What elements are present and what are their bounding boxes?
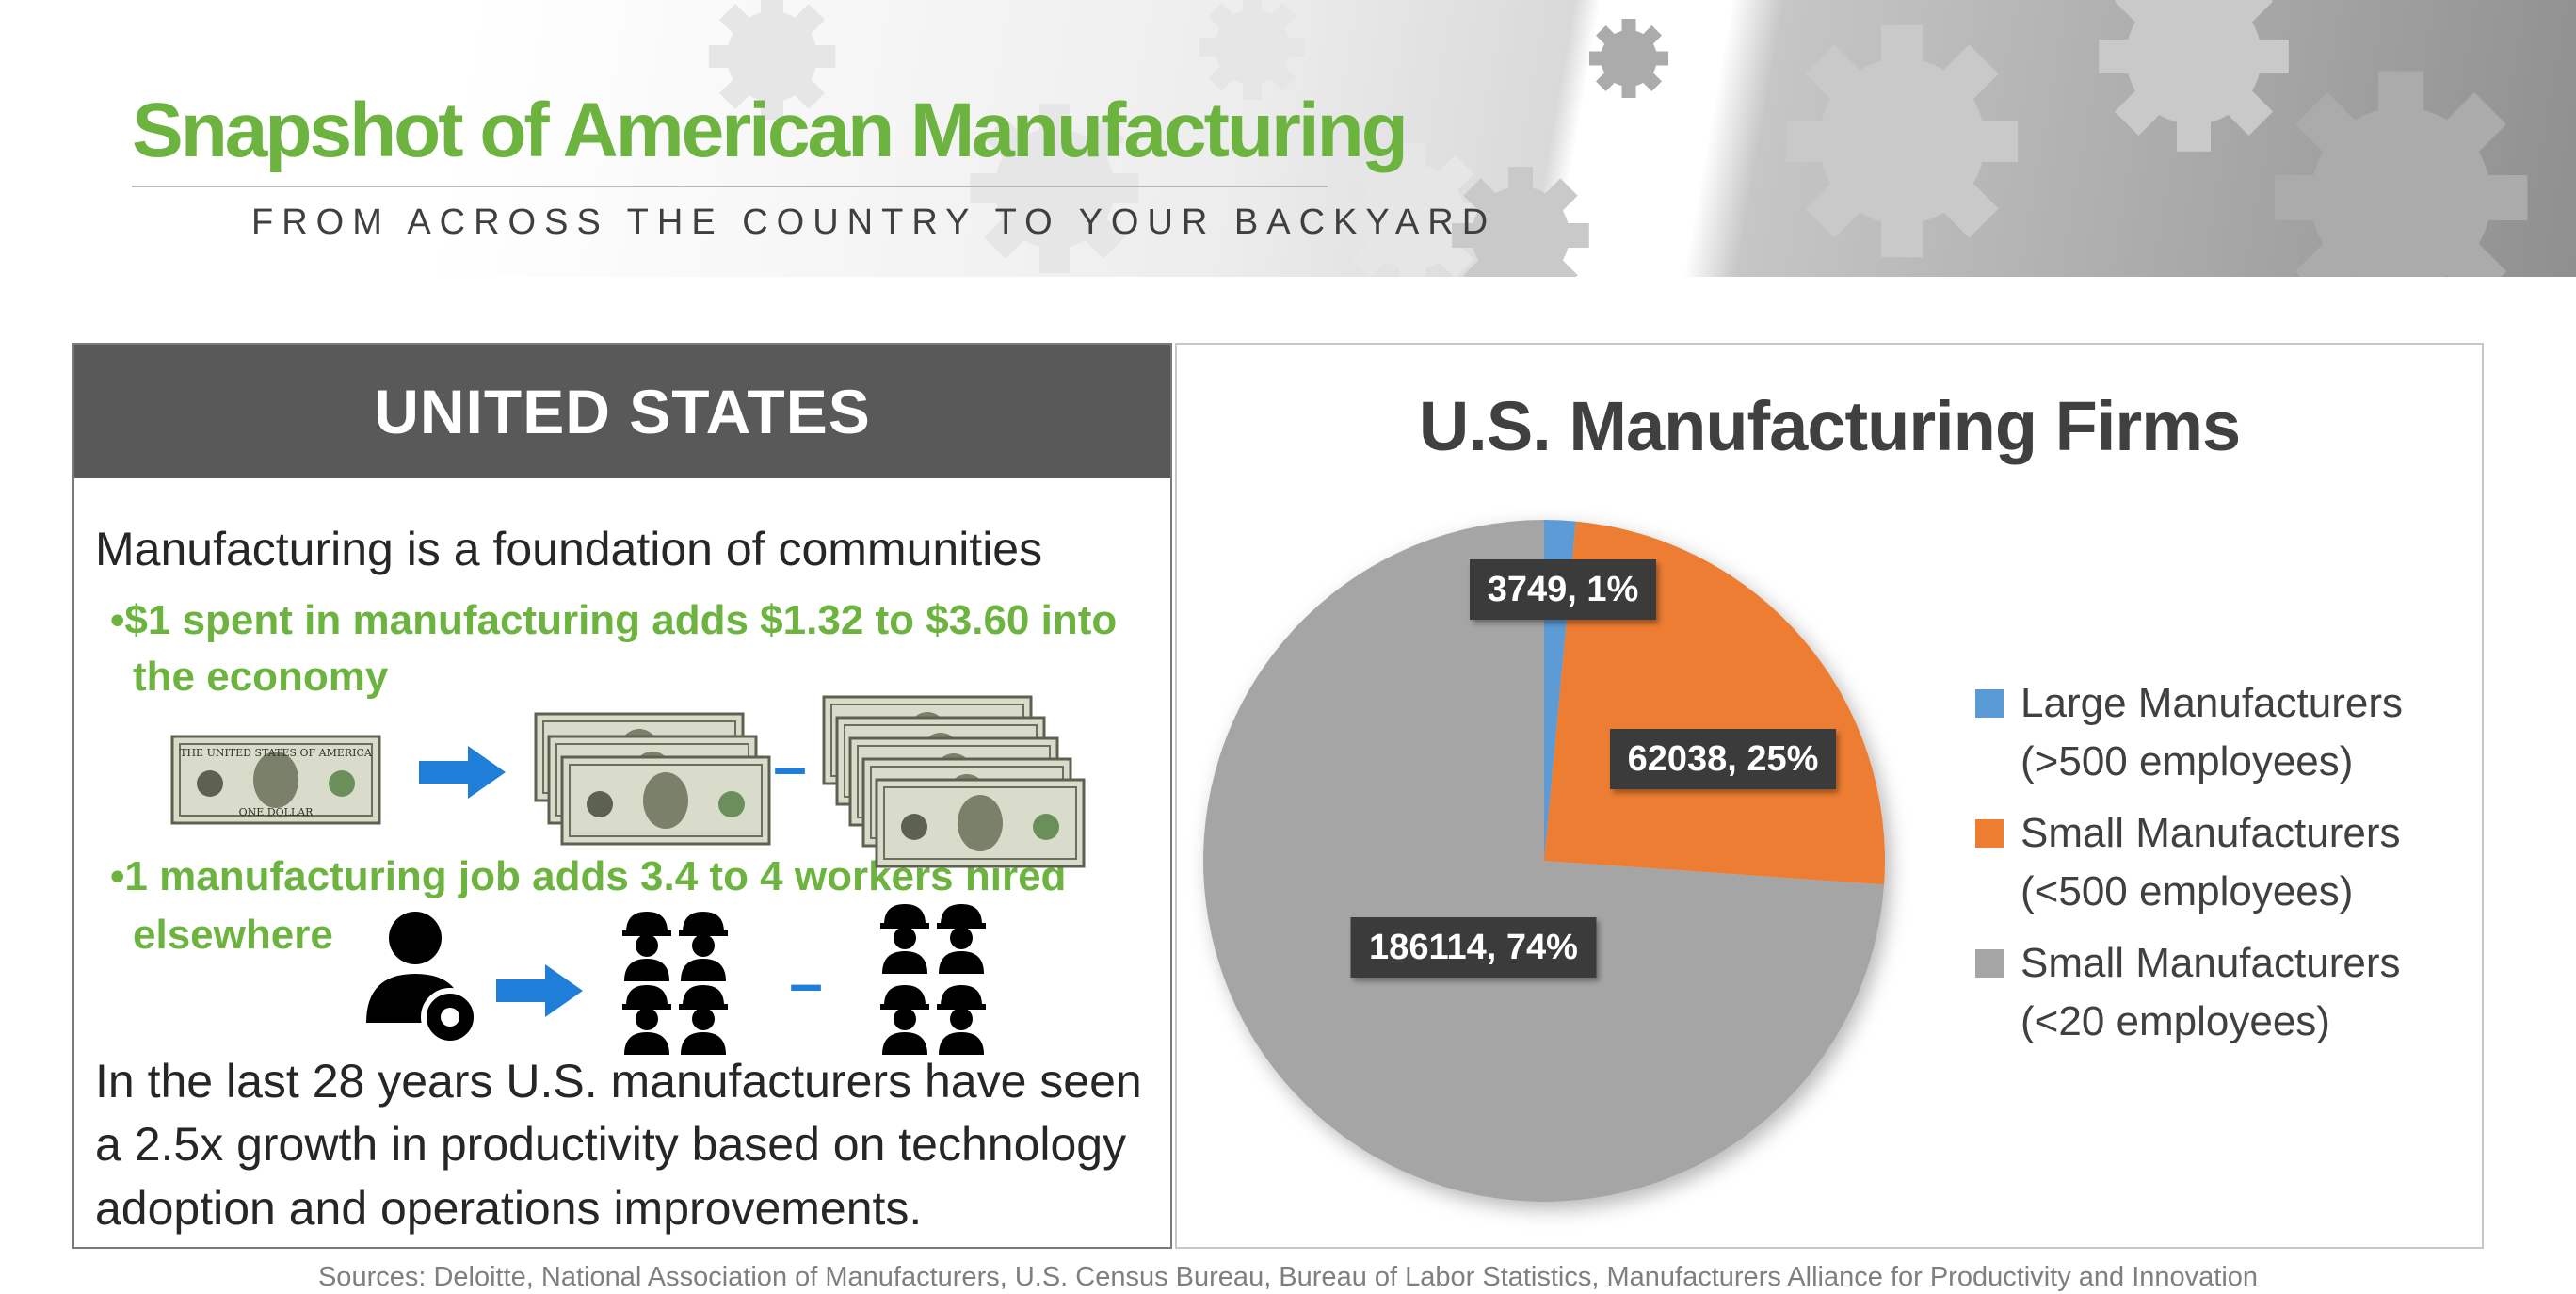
workers-group-large-icon xyxy=(880,904,986,1055)
legend-item: Small Manufacturers (<20 employees) xyxy=(1975,934,2403,1051)
data-label-text: 3749, 1% xyxy=(1488,570,1639,609)
data-label-3: 186114, 74% xyxy=(1350,917,1597,978)
united-states-panel: UNITED STATES Manufacturing is a foundat… xyxy=(72,343,1172,1249)
legend-label: Small Manufacturers xyxy=(2021,810,2401,856)
pie-chart: 3749, 1% 62038, 25% 186114, 74% xyxy=(1203,520,1885,1202)
lead-statement: Manufacturing is a foundation of communi… xyxy=(95,523,1043,575)
legend-label: Large Manufacturers xyxy=(2021,680,2403,726)
data-label-1: 3749, 1% xyxy=(1470,559,1656,620)
chart-legend: Large Manufacturers (>500 employees) Small… xyxy=(1975,674,2403,1064)
legend-swatch xyxy=(1975,949,2004,978)
pie-slice-3 xyxy=(1203,520,1885,1202)
legend-swatch xyxy=(1975,689,2004,718)
bullet-dollar-multiplier-line2: the economy xyxy=(133,654,389,700)
legend-sublabel: (>500 employees) xyxy=(2021,738,2354,784)
arrow-right-icon xyxy=(496,964,583,1017)
stacked-dollars-small-icon xyxy=(534,712,771,846)
manufacturing-firms-chart-panel: U.S. Manufacturing Firms 3749, 1% 62038, … xyxy=(1175,343,2484,1249)
sources-footnote: Sources: Deloitte, National Association … xyxy=(317,1262,2259,1292)
productivity-statement-line3: adoption and operations improvements. xyxy=(95,1182,923,1235)
data-label-text: 186114, 74% xyxy=(1369,928,1578,967)
header-banner xyxy=(0,0,2576,277)
productivity-statement-line2: a 2.5x growth in productivity based on t… xyxy=(95,1118,1127,1171)
svg-text:ONE DOLLAR: ONE DOLLAR xyxy=(239,806,314,818)
data-label-2: 62038, 25% xyxy=(1610,729,1836,789)
manufacturing-worker-gear-icon xyxy=(366,912,479,1046)
illustration-layer: THE UNITED STATES OF AMERICA ONE DOLLAR … xyxy=(170,695,1086,1055)
productivity-statement-line1: In the last 28 years U.S. manufacturers … xyxy=(95,1055,1142,1108)
svg-text:THE UNITED STATES OF AMERICA: THE UNITED STATES OF AMERICA xyxy=(180,747,373,759)
legend-item: Large Manufacturers (>500 employees) xyxy=(1975,674,2403,791)
bullet-jobs-multiplier-line2: elsewhere xyxy=(133,912,333,958)
stacked-dollars-large-icon xyxy=(822,695,1086,868)
legend-swatch xyxy=(1975,819,2004,848)
chart-title: U.S. Manufacturing Firms xyxy=(1418,387,2241,465)
data-label-text: 62038, 25% xyxy=(1628,739,1819,779)
legend-sublabel: (<20 employees) xyxy=(2021,998,2330,1044)
legend-sublabel: (<500 employees) xyxy=(2021,868,2354,914)
united-states-heading: UNITED STATES xyxy=(74,345,1170,478)
dollar-bill-icon: THE UNITED STATES OF AMERICA ONE DOLLAR xyxy=(170,735,381,825)
range-dash: – xyxy=(773,733,807,801)
arrow-right-icon xyxy=(419,746,506,799)
legend-label: Small Manufacturers xyxy=(2021,940,2401,986)
title-divider xyxy=(132,186,1328,187)
legend-item: Small Manufacturers (<500 employees) xyxy=(1975,804,2403,921)
range-dash: – xyxy=(789,949,823,1017)
page-title: Snapshot of American Manufacturing xyxy=(132,88,1409,173)
workers-group-small-icon xyxy=(622,912,728,1055)
bullet-dollar-multiplier-line1: •$1 spent in manufacturing adds $1.32 to… xyxy=(110,597,1118,643)
page-subtitle: FROM ACROSS THE COUNTRY TO YOUR BACKYARD xyxy=(251,202,1497,242)
